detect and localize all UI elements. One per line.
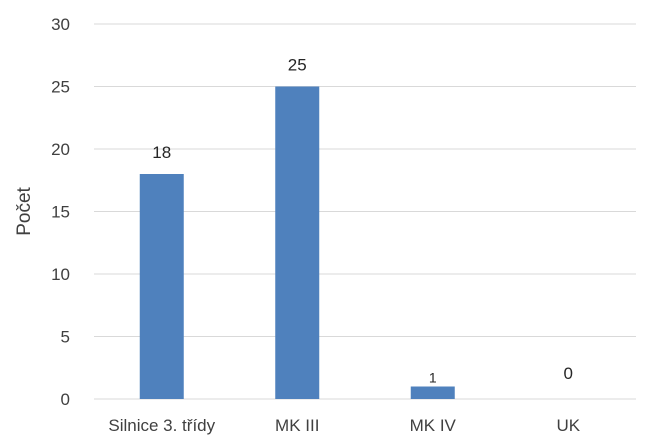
y-tick-label: 30 [51,15,70,34]
x-tick-label: MK IV [410,416,457,435]
x-tick-label: Silnice 3. třídy [108,416,215,435]
y-tick-label: 15 [51,203,70,222]
x-axis-ticks: Silnice 3. třídy MK III MK IV UK [108,416,580,435]
y-axis-title: Počet [14,186,35,235]
y-tick-label: 0 [61,390,70,409]
data-labels: 18 25 1 0 [152,56,573,386]
data-label: 1 [429,370,437,386]
y-axis-ticks: 0 5 10 15 20 25 30 [51,15,70,409]
y-tick-label: 25 [51,78,70,97]
y-tick-label: 20 [51,140,70,159]
data-label: 0 [564,364,573,383]
y-tick-label: 10 [51,265,70,284]
bar [139,174,184,399]
bar [410,386,455,399]
data-label: 25 [288,56,307,75]
x-tick-label: MK III [275,416,319,435]
data-label: 18 [152,143,171,162]
bar [275,86,320,399]
y-tick-label: 5 [61,328,70,347]
x-tick-label: UK [556,416,580,435]
bars [139,86,455,399]
gridlines [94,23,636,337]
